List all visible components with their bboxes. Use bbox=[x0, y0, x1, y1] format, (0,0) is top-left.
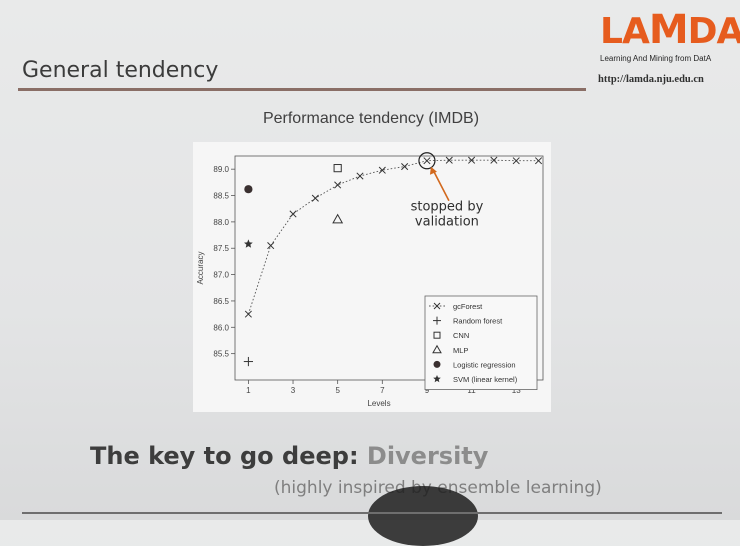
gcforest-point bbox=[401, 162, 409, 171]
annotation-text: validation bbox=[415, 215, 479, 230]
random-forest-point bbox=[243, 356, 253, 367]
legend-label: SVM (linear kernel) bbox=[453, 375, 518, 384]
y-axis-label: Accuracy bbox=[196, 252, 205, 285]
legend-label: gcForest bbox=[453, 302, 483, 311]
x-tick-label: 5 bbox=[335, 386, 340, 395]
y-tick-label: 86.0 bbox=[213, 323, 229, 332]
x-tick-label: 13 bbox=[512, 386, 521, 395]
logo-letters-la: LA bbox=[600, 11, 650, 52]
y-tick-label: 87.0 bbox=[213, 271, 229, 280]
x-tick-label: 11 bbox=[467, 386, 476, 395]
logo-wordmark: LAMDA bbox=[600, 10, 740, 52]
y-tick-label: 87.5 bbox=[213, 244, 229, 253]
legend-marker bbox=[432, 344, 442, 354]
gcforest-point bbox=[445, 156, 453, 164]
gcforest-point bbox=[289, 210, 297, 218]
lamda-logo: LAMDA Learning And Mining from DatA http… bbox=[598, 8, 740, 92]
gcforest-point bbox=[356, 172, 364, 180]
key-message: The key to go deep: Diversity bbox=[90, 442, 488, 470]
gcforest-point bbox=[267, 242, 275, 250]
y-tick-label: 85.5 bbox=[213, 350, 229, 359]
y-tick-label: 88.0 bbox=[213, 218, 229, 227]
annotation-arrow bbox=[432, 169, 450, 202]
legend-marker bbox=[433, 331, 441, 339]
slide-title: General tendency bbox=[22, 58, 219, 83]
gcforest-point bbox=[244, 310, 252, 318]
key-message-highlight: Diversity bbox=[366, 442, 489, 470]
x-tick-label: 3 bbox=[291, 386, 296, 395]
logo-letter-m: M bbox=[648, 7, 689, 53]
gcforest-line bbox=[247, 159, 539, 315]
key-message-prefix: The key to go deep: bbox=[90, 442, 367, 470]
y-tick-label: 88.5 bbox=[213, 192, 229, 201]
annotation-text: stopped by bbox=[411, 200, 484, 215]
gcforest-point bbox=[311, 194, 319, 202]
y-tick-label: 89.0 bbox=[213, 165, 229, 174]
x-tick-label: 7 bbox=[380, 386, 385, 395]
svm-linear-kernel--point bbox=[244, 239, 253, 248]
stopped-marker-circle bbox=[418, 152, 436, 170]
gcforest-point bbox=[334, 181, 342, 189]
x-axis-label: Levels bbox=[367, 399, 390, 408]
gcforest-point bbox=[423, 157, 431, 165]
logistic-regression-point bbox=[244, 185, 253, 194]
logo-tagline: Learning And Mining from DatA bbox=[600, 54, 712, 63]
legend-marker bbox=[433, 316, 441, 325]
gcforest-point bbox=[378, 166, 386, 174]
gcforest-point bbox=[534, 157, 543, 165]
gcforest-point bbox=[490, 156, 498, 164]
y-tick-label: 86.5 bbox=[213, 297, 229, 306]
legend-label: Logistic regression bbox=[453, 360, 516, 369]
audience-head-silhouette bbox=[368, 486, 478, 546]
bottom-divider bbox=[22, 512, 722, 514]
plot-frame bbox=[234, 155, 544, 381]
title-divider bbox=[18, 88, 586, 91]
annotation-arrowhead bbox=[429, 166, 437, 175]
legend-marker bbox=[433, 360, 441, 368]
legend-label: CNN bbox=[453, 331, 469, 340]
legend-box bbox=[424, 295, 538, 390]
performance-chart: 85.586.086.587.087.588.088.589.01 3 5 7 9 11 1… bbox=[196, 152, 544, 408]
slide: General tendency LAMDA Learning And Mini… bbox=[18, 8, 740, 546]
x-tick-label: 9 bbox=[425, 386, 430, 395]
legend-marker bbox=[433, 302, 441, 310]
x-tick-label: 1 bbox=[246, 386, 251, 395]
legend-label: MLP bbox=[453, 346, 468, 355]
gcforest-point bbox=[512, 157, 520, 165]
legend-marker bbox=[433, 375, 441, 383]
mlp-point bbox=[332, 213, 344, 224]
gcforest-point bbox=[468, 156, 476, 164]
logo-url: http://lamda.nju.edu.cn bbox=[598, 74, 704, 85]
cnn-point bbox=[333, 164, 342, 173]
legend-label: Random forest bbox=[453, 317, 503, 326]
chart-title: Performance tendency (IMDB) bbox=[262, 110, 480, 127]
logo-letters-da: DA bbox=[687, 11, 740, 52]
